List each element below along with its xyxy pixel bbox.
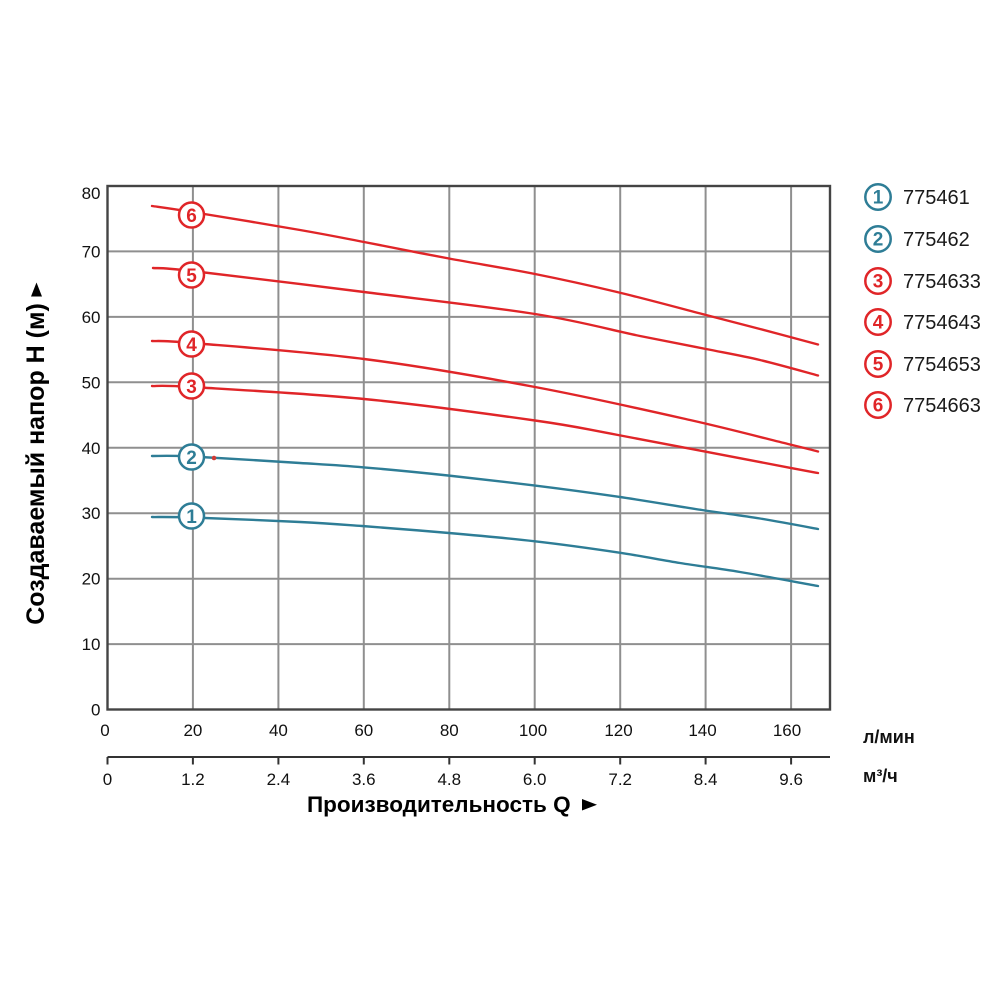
svg-text:0: 0 xyxy=(100,721,109,740)
svg-text:6: 6 xyxy=(186,206,197,227)
svg-text:2.4: 2.4 xyxy=(267,770,291,789)
svg-text:4.8: 4.8 xyxy=(437,770,461,789)
svg-text:80: 80 xyxy=(440,721,459,740)
svg-text:100: 100 xyxy=(519,721,547,740)
svg-text:7754663: 7754663 xyxy=(903,395,981,417)
svg-text:л/мин: л/мин xyxy=(863,727,915,747)
svg-text:4: 4 xyxy=(186,335,197,356)
svg-text:50: 50 xyxy=(82,373,101,392)
svg-text:3: 3 xyxy=(186,377,197,398)
svg-text:8.4: 8.4 xyxy=(694,770,718,789)
svg-text:70: 70 xyxy=(82,242,101,261)
svg-text:4: 4 xyxy=(873,313,884,334)
svg-text:7754643: 7754643 xyxy=(903,312,981,334)
svg-text:5: 5 xyxy=(186,266,197,287)
svg-text:Производительность Q: Производительность Q xyxy=(307,792,571,817)
svg-text:20: 20 xyxy=(82,570,101,589)
svg-text:1.2: 1.2 xyxy=(181,770,205,789)
svg-text:9.6: 9.6 xyxy=(779,770,803,789)
svg-text:20: 20 xyxy=(183,721,202,740)
svg-text:30: 30 xyxy=(82,504,101,523)
svg-text:80: 80 xyxy=(82,184,101,203)
svg-text:2: 2 xyxy=(873,230,884,251)
svg-text:м³/ч: м³/ч xyxy=(863,766,898,786)
svg-text:5: 5 xyxy=(873,355,884,376)
svg-text:3.6: 3.6 xyxy=(352,770,376,789)
svg-text:Создаваемый напор Н (м): Создаваемый напор Н (м) xyxy=(22,303,50,625)
svg-text:6.0: 6.0 xyxy=(523,770,547,789)
svg-text:60: 60 xyxy=(82,308,101,327)
svg-text:2: 2 xyxy=(186,448,197,469)
svg-text:120: 120 xyxy=(604,721,632,740)
svg-text:40: 40 xyxy=(269,721,288,740)
svg-text:140: 140 xyxy=(688,721,716,740)
svg-text:6: 6 xyxy=(873,396,884,417)
svg-text:60: 60 xyxy=(354,721,373,740)
svg-text:775461: 775461 xyxy=(903,187,970,209)
svg-text:3: 3 xyxy=(873,272,884,293)
svg-text:775462: 775462 xyxy=(903,229,970,251)
svg-text:40: 40 xyxy=(82,439,101,458)
svg-text:10: 10 xyxy=(82,635,101,654)
svg-text:1: 1 xyxy=(873,188,884,209)
svg-text:7754653: 7754653 xyxy=(903,354,981,376)
svg-text:1: 1 xyxy=(186,507,197,528)
svg-text:0: 0 xyxy=(103,770,112,789)
svg-text:0: 0 xyxy=(91,701,100,720)
svg-text:7.2: 7.2 xyxy=(608,770,632,789)
svg-text:7754633: 7754633 xyxy=(903,271,981,293)
svg-text:160: 160 xyxy=(773,721,801,740)
